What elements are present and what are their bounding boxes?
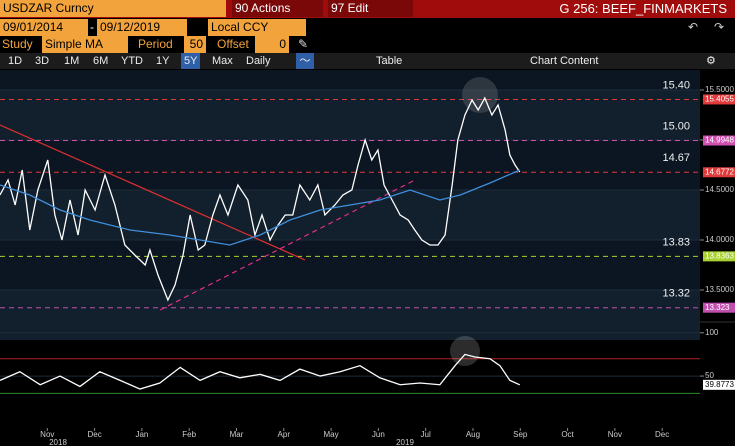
offset-label: Offset	[217, 37, 249, 51]
level-value: 13.8363	[705, 251, 734, 260]
x-tick-label: May	[324, 430, 339, 439]
year-label: 2018	[49, 438, 67, 446]
offset-input[interactable]: 0	[255, 36, 289, 53]
redo-icon[interactable]: ↷	[714, 20, 725, 34]
level-label: 13.32	[662, 288, 690, 300]
year-label: 2019	[396, 438, 414, 446]
currency-select[interactable]: Local CCY	[208, 19, 306, 36]
level-value: 13.323	[705, 303, 730, 312]
level-value: 15.4055	[705, 95, 734, 104]
y-tick-label: 100	[705, 328, 719, 337]
ticker[interactable]: USDZAR Curncy	[0, 0, 226, 17]
end-date[interactable]: 09/12/2019	[97, 19, 187, 36]
last-value: 39.8773	[705, 380, 734, 389]
x-tick-label: Nov	[40, 430, 54, 439]
window-title: G 256: BEEF_FINMARKETS	[559, 1, 727, 16]
x-tick-label: Feb	[182, 430, 196, 439]
undo-icon[interactable]: ↶	[688, 20, 699, 34]
period-label: Period	[138, 37, 173, 51]
highlight	[450, 336, 480, 366]
edit-menu[interactable]: 97 Edit	[328, 0, 413, 17]
level-value: 14.9948	[705, 136, 734, 145]
band	[0, 290, 700, 340]
range-button[interactable]: YTD	[121, 55, 143, 67]
level-value: 14.6772	[705, 167, 734, 176]
table-button[interactable]: Table	[376, 55, 403, 67]
x-tick-label: Nov	[608, 430, 622, 439]
actions-menu[interactable]: 90 Actions	[232, 0, 323, 17]
start-date[interactable]: 09/01/2014	[0, 19, 88, 36]
level-badge	[703, 135, 735, 146]
y-tick-label: 14.5000	[705, 185, 734, 194]
highlight	[462, 77, 498, 113]
x-tick-label: Jun	[372, 430, 385, 439]
level-label: 15.40	[662, 79, 690, 91]
x-tick-label: Oct	[561, 430, 574, 439]
band	[0, 190, 700, 240]
chart-content-button[interactable]: Chart Content	[530, 55, 599, 67]
settings-icon[interactable]: ⚙	[706, 55, 716, 67]
y-tick-label: 14.0000	[705, 235, 734, 244]
range-button[interactable]: Max	[212, 55, 233, 67]
series-line	[0, 353, 521, 390]
range-button[interactable]: 1M	[64, 55, 80, 67]
series-line	[0, 96, 521, 302]
range-button[interactable]: 1D	[8, 55, 23, 67]
level-label: 14.67	[662, 152, 690, 164]
x-tick-label: Aug	[466, 430, 480, 439]
x-tick-label: Apr	[278, 430, 291, 439]
study-select[interactable]: Simple MA	[42, 36, 128, 53]
study-label: Study	[2, 37, 33, 51]
level-label: 13.83	[662, 236, 690, 248]
x-tick-label: Sep	[513, 430, 528, 439]
range-button[interactable]: 1Y	[156, 55, 170, 67]
level-badge	[703, 94, 735, 105]
range-button[interactable]: 5Y	[181, 53, 201, 69]
x-tick-label: Jan	[135, 430, 148, 439]
frequency-select[interactable]: Daily	[246, 55, 271, 67]
x-tick-label: Jul	[421, 430, 431, 439]
x-tick-label: Dec	[87, 430, 101, 439]
y-tick-label: 13.5000	[705, 285, 734, 294]
last-value-badge	[703, 379, 735, 390]
range-button[interactable]: 3D	[35, 55, 50, 67]
chart-type-icon[interactable]: 〜	[296, 53, 314, 69]
x-tick-label: Mar	[230, 430, 244, 439]
level-badge	[703, 251, 735, 262]
y-tick-label: 15.5000	[705, 85, 734, 94]
level-badge	[703, 167, 735, 178]
range-button[interactable]: 6M	[93, 55, 109, 67]
level-label: 15.00	[662, 120, 690, 132]
level-badge	[703, 302, 735, 313]
pen-icon[interactable]: ✎	[298, 37, 309, 51]
y-tick-label: 50	[705, 371, 714, 380]
period-input[interactable]: 50	[184, 36, 206, 53]
band	[0, 90, 700, 140]
x-tick-label: Dec	[655, 430, 669, 439]
date-separator: -	[90, 20, 94, 34]
series-line	[0, 169, 521, 246]
